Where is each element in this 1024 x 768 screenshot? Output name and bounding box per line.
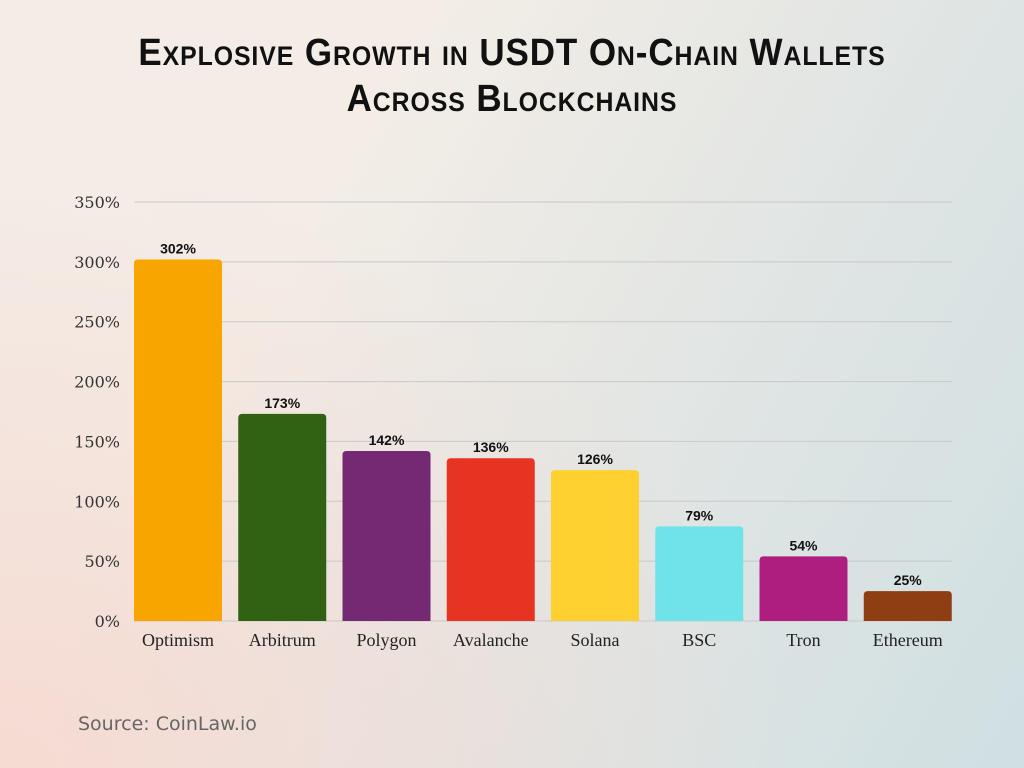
- bar-tron: [759, 556, 848, 621]
- bar-arbitrum: [238, 413, 327, 621]
- data-label: 302%: [160, 240, 196, 256]
- bar-optimism: [134, 259, 222, 621]
- chart-title: Explosive Growth in USDT On-Chain Wallet…: [41, 30, 983, 122]
- data-label: 142%: [369, 432, 405, 448]
- y-tick-label: 350%: [74, 193, 120, 212]
- data-label: 25%: [894, 572, 923, 588]
- bar-polygon: [342, 451, 431, 621]
- y-tick-label: 250%: [74, 313, 120, 332]
- x-tick-label: Avalanche: [453, 630, 529, 650]
- bar-ethereum: [863, 591, 952, 621]
- x-tick-label: Ethereum: [873, 630, 943, 650]
- y-tick-label: 150%: [74, 432, 120, 451]
- y-tick-label: 300%: [74, 253, 120, 272]
- y-tick-label: 100%: [74, 492, 120, 511]
- chart-title-line: Across Blockchains: [346, 78, 678, 120]
- chart-title-line: Explosive Growth in USDT On-Chain Wallet…: [138, 32, 886, 74]
- y-tick-label: 200%: [74, 373, 120, 392]
- x-tick-label: Tron: [786, 630, 820, 650]
- x-tick-label: Arbitrum: [249, 630, 316, 650]
- data-label: 79%: [685, 507, 714, 523]
- data-label: 126%: [577, 451, 613, 467]
- data-label: 54%: [789, 537, 818, 553]
- bar-bsc: [655, 526, 744, 621]
- bar-solana: [551, 470, 639, 621]
- y-tick-label: 0%: [95, 612, 120, 631]
- x-tick-label: Polygon: [356, 630, 416, 650]
- x-tick-label: BSC: [682, 630, 716, 650]
- x-tick-label: Optimism: [142, 630, 214, 650]
- y-tick-label: 50%: [84, 552, 120, 571]
- data-label: 136%: [473, 439, 509, 455]
- source-note: Source: CoinLaw.io: [78, 713, 257, 735]
- x-tick-label: Solana: [571, 630, 620, 650]
- bar-avalanche: [446, 458, 535, 621]
- data-label: 173%: [264, 395, 300, 411]
